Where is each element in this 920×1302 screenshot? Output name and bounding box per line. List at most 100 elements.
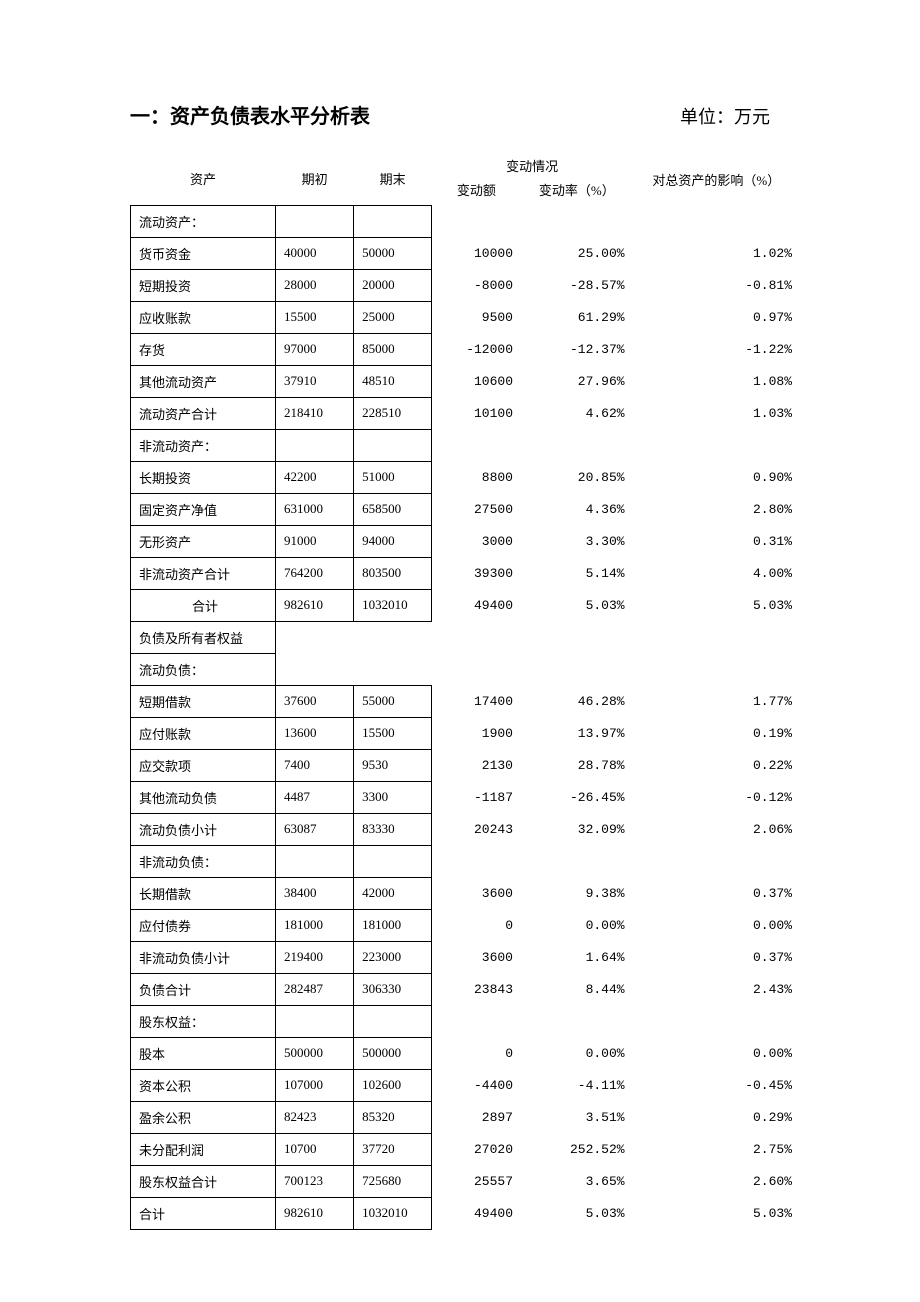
cell-begin: 37910 — [276, 365, 354, 397]
row-label: 盈余公积 — [131, 1101, 276, 1133]
table-row: 固定资产净值631000658500275004.36%2.80% — [131, 493, 801, 525]
cell-begin — [276, 653, 354, 685]
row-label: 股东权益： — [131, 1005, 276, 1037]
cell-change: 0 — [432, 909, 521, 941]
cell-impact: 0.19% — [633, 717, 800, 749]
table-row: 非流动资产合计764200803500393005.14%4.00% — [131, 557, 801, 589]
cell-impact — [633, 429, 800, 461]
cell-begin: 500000 — [276, 1037, 354, 1069]
row-label: 流动负债： — [131, 653, 276, 685]
table-row: 负债合计282487306330238438.44%2.43% — [131, 973, 801, 1005]
cell-impact: 2.43% — [633, 973, 800, 1005]
table-row: 应付债券18100018100000.00%0.00% — [131, 909, 801, 941]
row-label: 固定资产净值 — [131, 493, 276, 525]
col-change-amount: 变动额 — [432, 177, 521, 205]
table-row: 非流动负债小计21940022300036001.64%0.37% — [131, 941, 801, 973]
col-change-group: 变动情况 — [432, 149, 633, 177]
row-label: 应付债券 — [131, 909, 276, 941]
table-row: 合计9826101032010494005.03%5.03% — [131, 1197, 801, 1229]
cell-begin: 982610 — [276, 1197, 354, 1229]
cell-end: 85000 — [354, 333, 432, 365]
cell-impact: 2.60% — [633, 1165, 800, 1197]
cell-impact: 1.08% — [633, 365, 800, 397]
cell-change: -8000 — [432, 269, 521, 301]
cell-change — [432, 1005, 521, 1037]
row-label: 资本公积 — [131, 1069, 276, 1101]
cell-change: 25557 — [432, 1165, 521, 1197]
row-label: 其他流动负债 — [131, 781, 276, 813]
cell-change — [432, 653, 521, 685]
cell-begin: 15500 — [276, 301, 354, 333]
cell-begin: 82423 — [276, 1101, 354, 1133]
cell-rate — [521, 653, 633, 685]
cell-impact: 0.00% — [633, 909, 800, 941]
table-row: 盈余公积824238532028973.51%0.29% — [131, 1101, 801, 1133]
row-label: 其他流动资产 — [131, 365, 276, 397]
cell-change: 8800 — [432, 461, 521, 493]
table-row: 长期投资4220051000880020.85%0.90% — [131, 461, 801, 493]
table-row: 应付账款1360015500190013.97%0.19% — [131, 717, 801, 749]
cell-end: 85320 — [354, 1101, 432, 1133]
row-label: 存货 — [131, 333, 276, 365]
cell-end — [354, 1005, 432, 1037]
cell-change: 3600 — [432, 941, 521, 973]
table-row: 无形资产910009400030003.30%0.31% — [131, 525, 801, 557]
table-row: 未分配利润107003772027020252.52%2.75% — [131, 1133, 801, 1165]
cell-change: 39300 — [432, 557, 521, 589]
table-row: 负债及所有者权益 — [131, 621, 801, 653]
cell-begin: 97000 — [276, 333, 354, 365]
cell-end: 658500 — [354, 493, 432, 525]
cell-end: 83330 — [354, 813, 432, 845]
cell-rate — [521, 1005, 633, 1037]
table-row: 短期投资2800020000-8000-28.57%-0.81% — [131, 269, 801, 301]
cell-change: 10100 — [432, 397, 521, 429]
row-label: 流动资产： — [131, 205, 276, 237]
row-label: 合计 — [131, 1197, 276, 1229]
cell-change — [432, 621, 521, 653]
cell-rate: 3.65% — [521, 1165, 633, 1197]
cell-begin: 40000 — [276, 237, 354, 269]
cell-rate: 4.62% — [521, 397, 633, 429]
cell-impact: 1.02% — [633, 237, 800, 269]
row-label: 短期投资 — [131, 269, 276, 301]
table-row: 流动资产： — [131, 205, 801, 237]
table-row: 合计9826101032010494005.03%5.03% — [131, 589, 801, 621]
cell-end — [354, 845, 432, 877]
cell-end: 500000 — [354, 1037, 432, 1069]
cell-begin: 42200 — [276, 461, 354, 493]
cell-rate: 25.00% — [521, 237, 633, 269]
col-begin: 期初 — [276, 149, 354, 205]
row-label: 长期投资 — [131, 461, 276, 493]
row-label: 流动负债小计 — [131, 813, 276, 845]
table-row: 应收账款1550025000950061.29%0.97% — [131, 301, 801, 333]
cell-impact: 0.37% — [633, 941, 800, 973]
cell-begin: 219400 — [276, 941, 354, 973]
cell-change: 10000 — [432, 237, 521, 269]
cell-change: 0 — [432, 1037, 521, 1069]
table-row: 流动资产合计218410228510101004.62%1.03% — [131, 397, 801, 429]
cell-begin: 13600 — [276, 717, 354, 749]
cell-rate: 5.03% — [521, 589, 633, 621]
cell-change — [432, 429, 521, 461]
table-row: 其他流动负债44873300-1187-26.45%-0.12% — [131, 781, 801, 813]
cell-rate: 4.36% — [521, 493, 633, 525]
row-label: 非流动负债： — [131, 845, 276, 877]
cell-change: 3000 — [432, 525, 521, 557]
cell-impact — [633, 653, 800, 685]
cell-rate — [521, 429, 633, 461]
cell-end: 181000 — [354, 909, 432, 941]
cell-rate: 32.09% — [521, 813, 633, 845]
cell-rate: 5.14% — [521, 557, 633, 589]
cell-end — [354, 621, 432, 653]
cell-change: 10600 — [432, 365, 521, 397]
cell-change: 3600 — [432, 877, 521, 909]
cell-impact: 5.03% — [633, 1197, 800, 1229]
cell-impact: 5.03% — [633, 589, 800, 621]
cell-rate: 3.51% — [521, 1101, 633, 1133]
cell-impact — [633, 1005, 800, 1037]
unit-label: 单位：万元 — [680, 103, 770, 129]
cell-end — [354, 653, 432, 685]
col-end: 期末 — [354, 149, 432, 205]
row-label: 应付账款 — [131, 717, 276, 749]
balance-sheet-table: 资产 期初 期末 变动情况 对总资产的影响（%） 变动额 变动率（%） 流动资产… — [130, 149, 800, 1230]
